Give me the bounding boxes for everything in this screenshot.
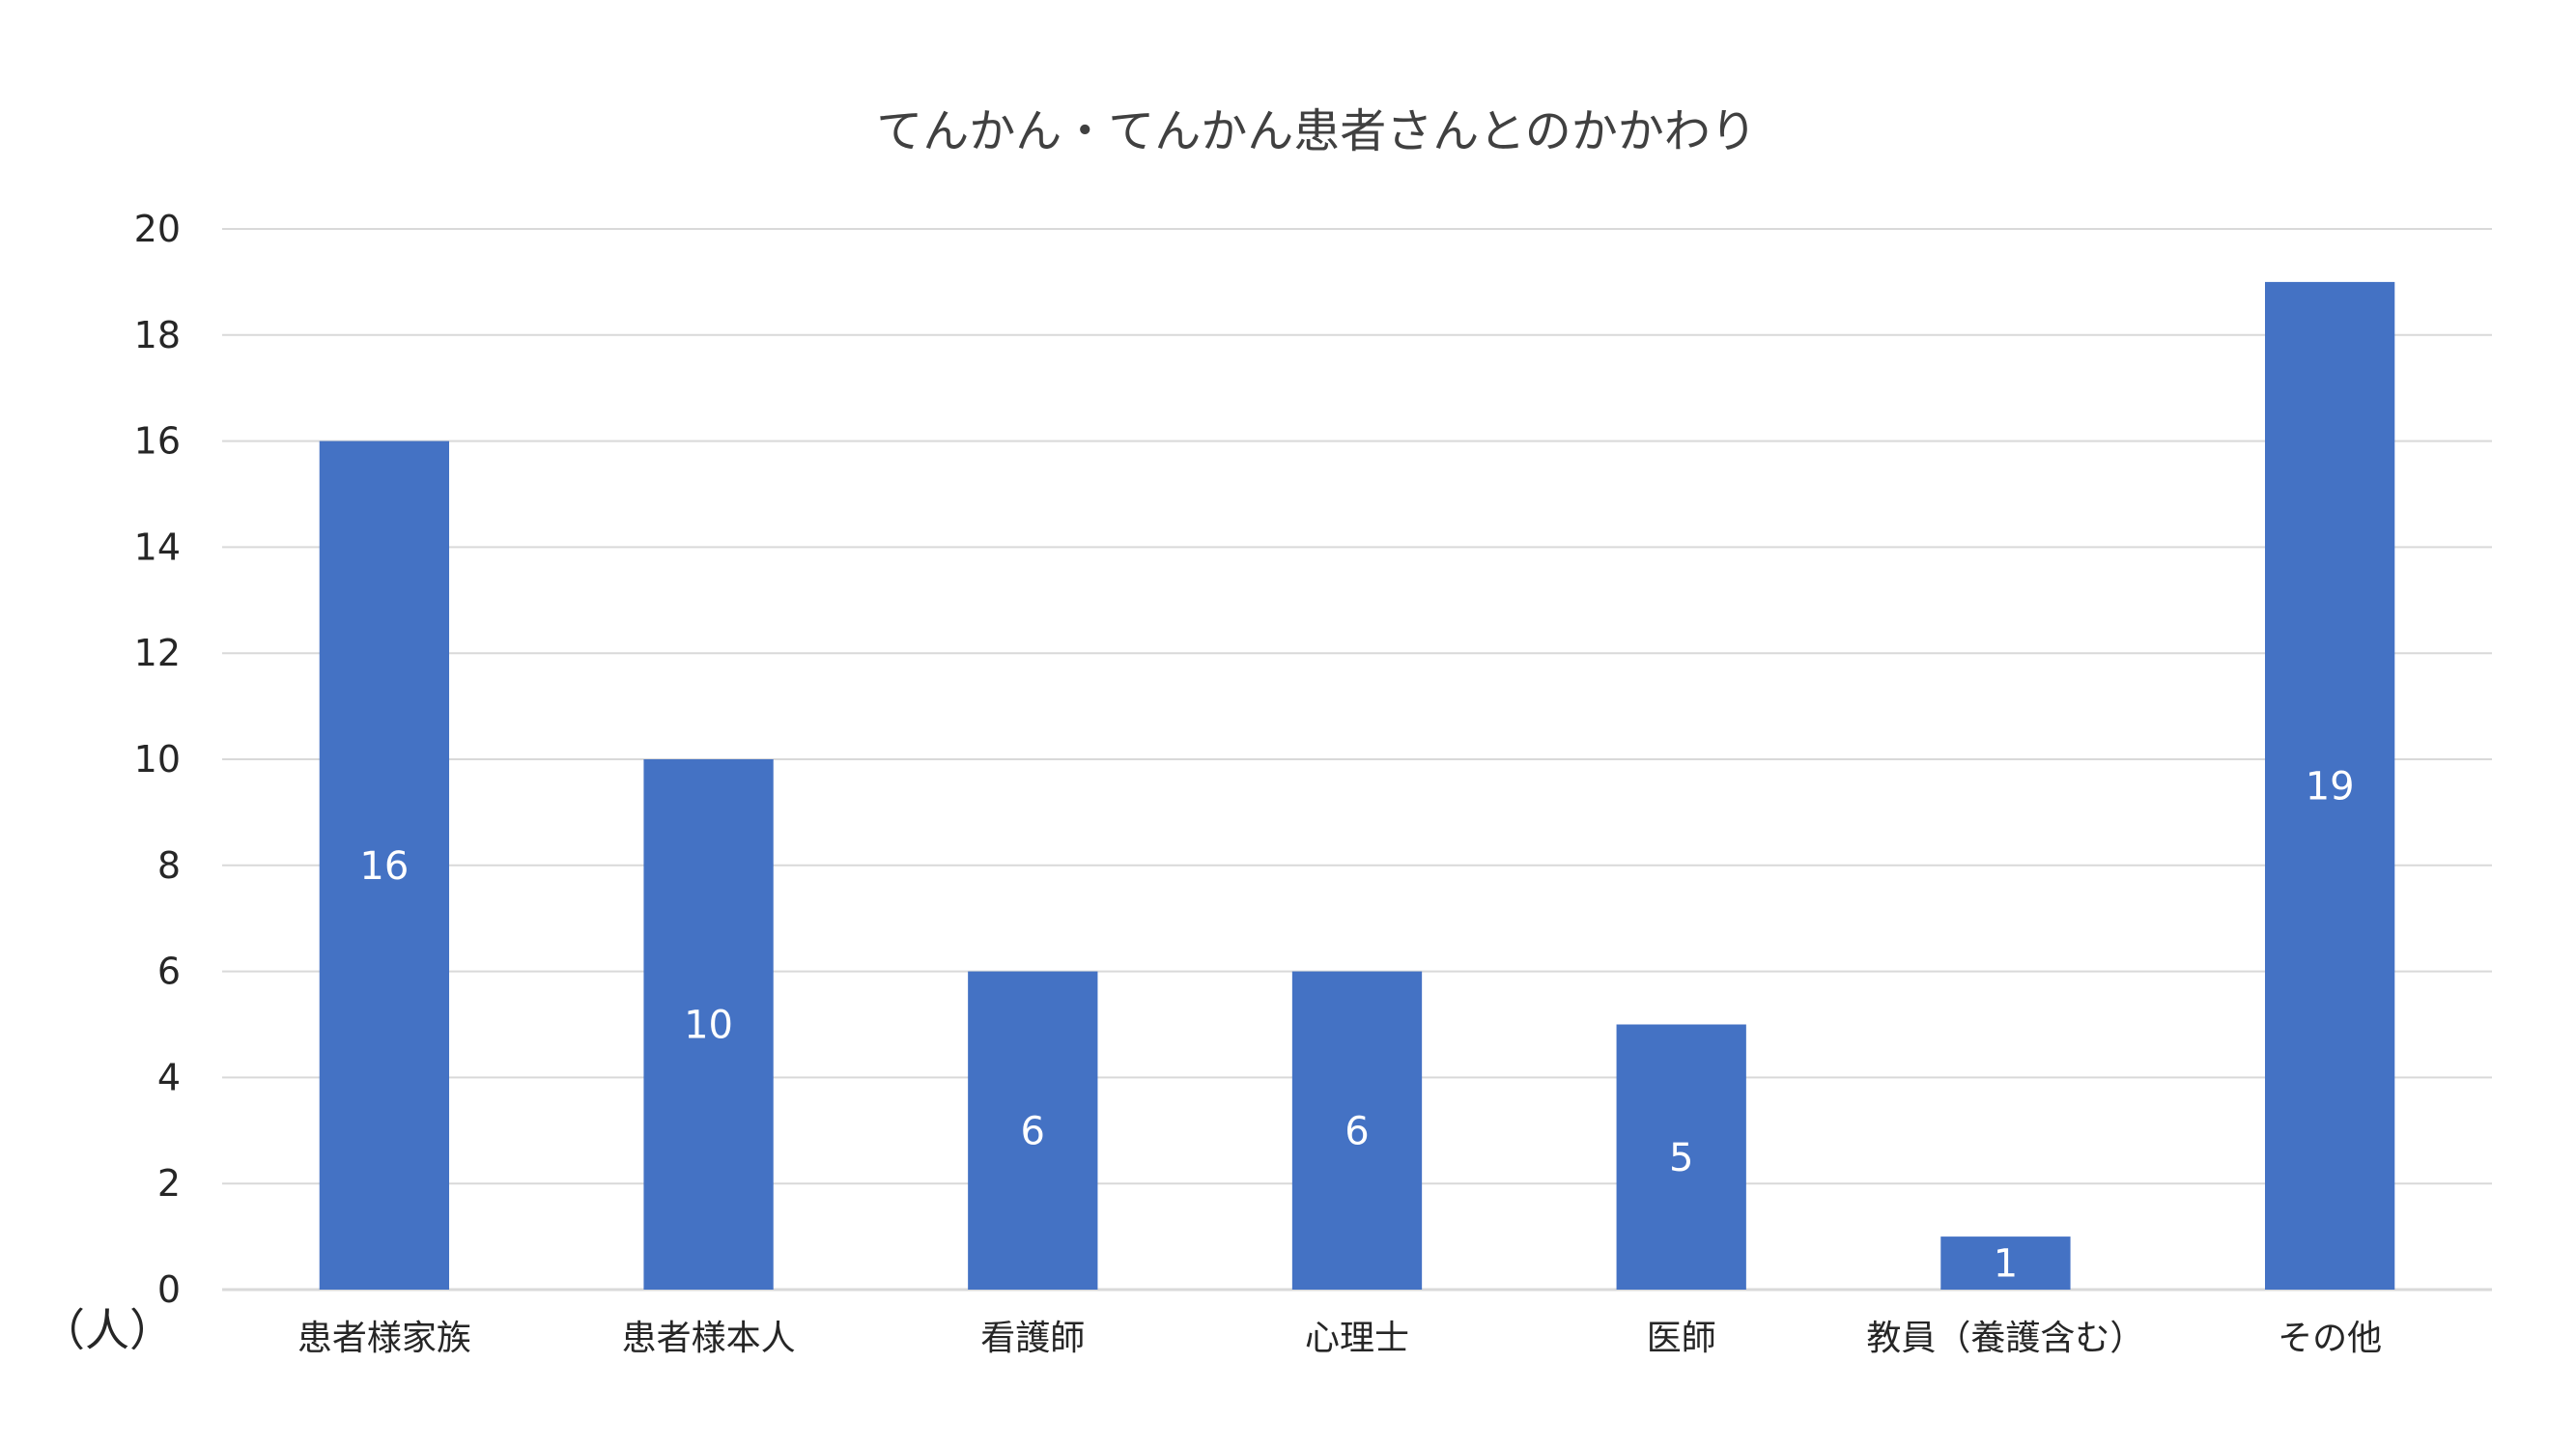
y-tick-label: 4: [157, 1056, 181, 1098]
data-labels: 16 10 6 6 5 1 19: [359, 764, 2354, 1286]
y-tick-label: 2: [157, 1162, 181, 1205]
y-axis-unit-label: （人）: [41, 1304, 174, 1356]
chart-title: てんかん・てんかん患者さんとのかかわり: [876, 104, 1757, 158]
bars: [319, 281, 2395, 1291]
y-tick-label: 12: [134, 632, 181, 674]
x-category-label: 教員（養護含む）: [1866, 1319, 2144, 1358]
gridlines: [222, 228, 2492, 1292]
bar-0: [319, 440, 449, 1291]
y-axis-ticks: 0 2 4 6 8 10 12 14 16 18 20: [134, 208, 181, 1311]
data-label: 16: [359, 844, 409, 889]
data-label: 10: [684, 1004, 733, 1048]
x-category-label: 心理士: [1305, 1319, 1409, 1358]
bar-3: [1291, 971, 1423, 1290]
bar-4: [1616, 1024, 1746, 1290]
bar-2: [968, 971, 1098, 1290]
y-tick-label: 20: [134, 208, 181, 250]
data-label: 6: [1345, 1109, 1369, 1153]
bar-5: [1940, 1236, 2071, 1290]
data-label: 5: [1669, 1136, 1693, 1180]
x-category-label: 看護師: [980, 1319, 1085, 1358]
data-label: 6: [1021, 1109, 1045, 1153]
y-tick-label: 18: [134, 314, 181, 356]
x-category-label: 医師: [1647, 1319, 1716, 1358]
x-category-label: 患者様本人: [622, 1319, 796, 1358]
y-tick-label: 8: [157, 844, 181, 887]
y-tick-label: 16: [134, 420, 181, 463]
bar-1: [643, 759, 774, 1290]
x-axis-categories: 患者様家族 患者様本人 看護師 心理士 医師 教員（養護含む） その他: [297, 1319, 2382, 1358]
y-tick-label: 0: [157, 1268, 181, 1311]
x-category-label: その他: [2278, 1319, 2382, 1358]
x-category-label: 患者様家族: [297, 1319, 471, 1358]
y-tick-label: 10: [134, 738, 181, 781]
y-tick-label: 6: [157, 951, 181, 993]
data-label: 1: [1994, 1242, 2018, 1287]
data-label: 19: [2306, 764, 2355, 809]
y-tick-label: 14: [134, 526, 181, 568]
bar-6: [2265, 281, 2395, 1290]
